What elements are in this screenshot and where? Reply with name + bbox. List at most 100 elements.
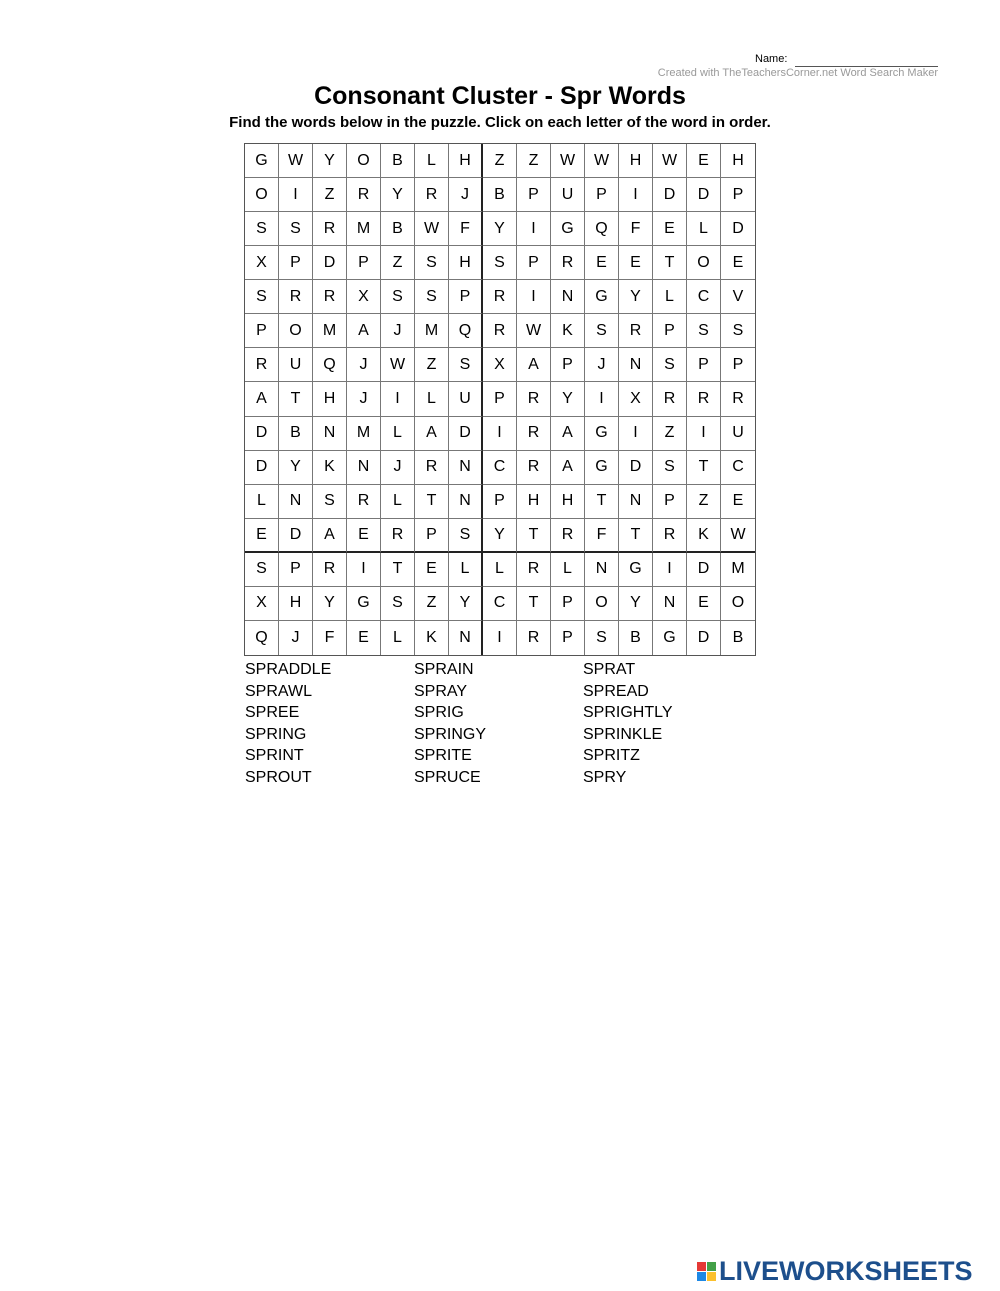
grid-cell[interactable]: H: [449, 144, 483, 179]
grid-cell[interactable]: I: [687, 416, 721, 451]
grid-cell[interactable]: D: [653, 178, 687, 213]
grid-cell[interactable]: P: [449, 280, 483, 315]
grid-cell[interactable]: P: [415, 518, 449, 553]
grid-cell[interactable]: Y: [449, 586, 483, 621]
grid-cell[interactable]: W: [381, 348, 415, 383]
grid-cell[interactable]: R: [245, 348, 279, 383]
grid-cell[interactable]: N: [279, 484, 313, 519]
grid-cell[interactable]: Q: [449, 314, 483, 349]
grid-cell[interactable]: L: [381, 484, 415, 519]
grid-cell[interactable]: W: [517, 314, 551, 349]
grid-cell[interactable]: D: [687, 552, 721, 587]
grid-cell[interactable]: I: [517, 212, 551, 247]
grid-cell[interactable]: G: [585, 280, 619, 315]
grid-cell[interactable]: P: [721, 348, 755, 383]
grid-cell[interactable]: R: [687, 382, 721, 417]
grid-cell[interactable]: R: [313, 280, 347, 315]
grid-cell[interactable]: G: [347, 586, 381, 621]
grid-cell[interactable]: Y: [551, 382, 585, 417]
grid-cell[interactable]: P: [483, 382, 517, 417]
grid-cell[interactable]: L: [381, 620, 415, 655]
grid-cell[interactable]: Z: [483, 144, 517, 179]
grid-cell[interactable]: A: [245, 382, 279, 417]
grid-cell[interactable]: C: [687, 280, 721, 315]
grid-cell[interactable]: T: [585, 484, 619, 519]
grid-cell[interactable]: P: [653, 484, 687, 519]
grid-cell[interactable]: D: [449, 416, 483, 451]
grid-cell[interactable]: P: [279, 552, 313, 587]
grid-cell[interactable]: J: [381, 450, 415, 485]
grid-cell[interactable]: I: [483, 416, 517, 451]
grid-cell[interactable]: G: [653, 620, 687, 655]
grid-cell[interactable]: A: [415, 416, 449, 451]
grid-cell[interactable]: F: [619, 212, 653, 247]
grid-cell[interactable]: R: [551, 246, 585, 281]
grid-cell[interactable]: F: [313, 620, 347, 655]
grid-cell[interactable]: Q: [313, 348, 347, 383]
grid-cell[interactable]: H: [449, 246, 483, 281]
grid-cell[interactable]: P: [347, 246, 381, 281]
grid-cell[interactable]: T: [517, 518, 551, 553]
grid-cell[interactable]: I: [347, 552, 381, 587]
grid-cell[interactable]: J: [347, 382, 381, 417]
grid-cell[interactable]: Y: [619, 586, 653, 621]
grid-cell[interactable]: C: [483, 586, 517, 621]
grid-cell[interactable]: X: [619, 382, 653, 417]
grid-cell[interactable]: M: [721, 553, 755, 587]
grid-cell[interactable]: L: [415, 144, 449, 179]
grid-cell[interactable]: R: [381, 518, 415, 553]
grid-cell[interactable]: P: [279, 246, 313, 281]
grid-cell[interactable]: B: [279, 416, 313, 451]
grid-cell[interactable]: R: [517, 450, 551, 485]
grid-cell[interactable]: D: [279, 518, 313, 553]
grid-cell[interactable]: R: [653, 518, 687, 553]
grid-cell[interactable]: R: [517, 552, 551, 587]
grid-cell[interactable]: L: [483, 552, 517, 587]
grid-cell[interactable]: A: [551, 416, 585, 451]
grid-cell[interactable]: P: [585, 178, 619, 213]
grid-cell[interactable]: Y: [619, 280, 653, 315]
grid-cell[interactable]: T: [619, 518, 653, 553]
grid-cell[interactable]: W: [551, 144, 585, 179]
grid-cell[interactable]: R: [415, 178, 449, 213]
grid-cell[interactable]: Z: [415, 348, 449, 383]
grid-cell[interactable]: M: [313, 314, 347, 349]
grid-cell[interactable]: E: [347, 620, 381, 655]
grid-cell[interactable]: W: [585, 144, 619, 179]
grid-cell[interactable]: Z: [687, 484, 721, 519]
grid-cell[interactable]: R: [347, 178, 381, 213]
grid-cell[interactable]: T: [415, 484, 449, 519]
grid-cell[interactable]: N: [449, 620, 483, 655]
grid-cell[interactable]: E: [347, 518, 381, 553]
grid-cell[interactable]: S: [381, 280, 415, 315]
grid-cell[interactable]: N: [585, 552, 619, 587]
grid-cell[interactable]: Z: [381, 246, 415, 281]
grid-cell[interactable]: Y: [313, 144, 347, 179]
grid-cell[interactable]: B: [619, 620, 653, 655]
grid-cell[interactable]: R: [483, 314, 517, 349]
grid-cell[interactable]: L: [415, 382, 449, 417]
grid-cell[interactable]: R: [313, 212, 347, 247]
grid-cell[interactable]: Z: [653, 416, 687, 451]
grid-cell[interactable]: L: [551, 552, 585, 587]
grid-cell[interactable]: S: [687, 314, 721, 349]
grid-cell[interactable]: T: [381, 552, 415, 587]
grid-cell[interactable]: O: [585, 586, 619, 621]
grid-cell[interactable]: M: [415, 314, 449, 349]
grid-cell[interactable]: P: [653, 314, 687, 349]
grid-cell[interactable]: A: [517, 348, 551, 383]
grid-cell[interactable]: D: [619, 450, 653, 485]
grid-cell[interactable]: J: [381, 314, 415, 349]
grid-cell[interactable]: J: [585, 348, 619, 383]
grid-cell[interactable]: S: [653, 348, 687, 383]
grid-cell[interactable]: U: [721, 417, 755, 451]
grid-cell[interactable]: E: [585, 246, 619, 281]
grid-cell[interactable]: L: [449, 552, 483, 587]
grid-cell[interactable]: S: [449, 518, 483, 553]
grid-cell[interactable]: H: [313, 382, 347, 417]
grid-cell[interactable]: R: [415, 450, 449, 485]
grid-cell[interactable]: P: [245, 314, 279, 349]
grid-cell[interactable]: R: [313, 552, 347, 587]
grid-cell[interactable]: B: [381, 212, 415, 247]
grid-cell[interactable]: I: [619, 416, 653, 451]
